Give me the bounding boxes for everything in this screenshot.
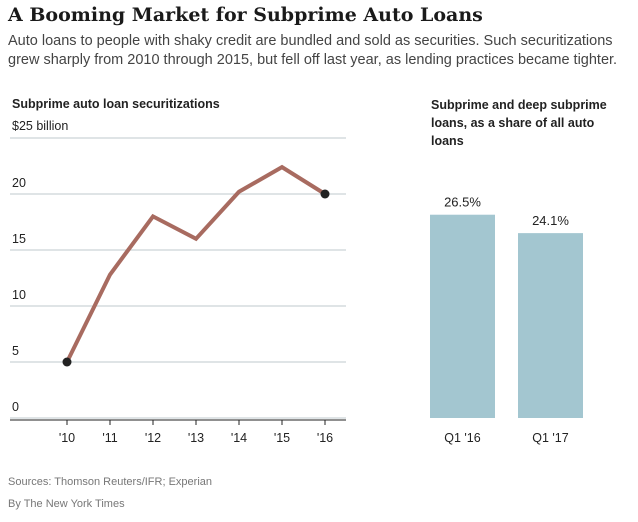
x-tick-label: '11	[102, 431, 117, 445]
bar	[430, 214, 495, 418]
x-tick-label: '10	[59, 431, 75, 445]
sources-note: Sources: Thomson Reuters/IFR; Experian	[8, 476, 212, 488]
x-tick-label: '16	[317, 431, 333, 445]
x-tick-label: '15	[274, 431, 290, 445]
line-chart-gridlines	[10, 137, 346, 419]
bar-value-label: 24.1%	[532, 213, 569, 228]
line-chart-series	[62, 164, 330, 367]
chart-title: A Booming Market for Subprime Auto Loans	[8, 4, 483, 26]
y-tick-label: 10	[12, 288, 26, 302]
bar-value-label: 26.5%	[444, 195, 481, 210]
line-chart-title: Subprime auto loan securitizations	[12, 97, 220, 111]
y-axis-unit-label: $25 billion	[12, 119, 69, 133]
y-tick-label: 20	[12, 176, 26, 190]
x-tick-label: '14	[231, 431, 247, 445]
data-point	[320, 189, 330, 199]
line-chart-x-axis: '10 '11 '12 '13 '14 '15 '16	[10, 419, 346, 445]
line-chart-y-ticks: 0 5 10 15 20	[12, 176, 26, 414]
bar-chart-title: Subprime and deep subprime loans, as a s…	[431, 98, 607, 148]
series-line	[65, 164, 327, 363]
byline: By The New York Times	[8, 498, 125, 510]
bar-chart: 26.5% Q1 '16 24.1% Q1 '17	[430, 195, 583, 445]
bar	[518, 233, 583, 418]
y-tick-label: 15	[12, 232, 26, 246]
chart-subtitle: Auto loans to people with shaky credit a…	[8, 33, 618, 68]
bar-category-label: Q1 '16	[444, 431, 480, 445]
y-tick-label: 5	[12, 344, 19, 358]
bar-category-label: Q1 '17	[532, 431, 568, 445]
x-tick-label: '12	[145, 431, 161, 445]
data-point	[62, 357, 72, 367]
y-tick-label: 0	[12, 400, 19, 414]
x-tick-label: '13	[188, 431, 204, 445]
